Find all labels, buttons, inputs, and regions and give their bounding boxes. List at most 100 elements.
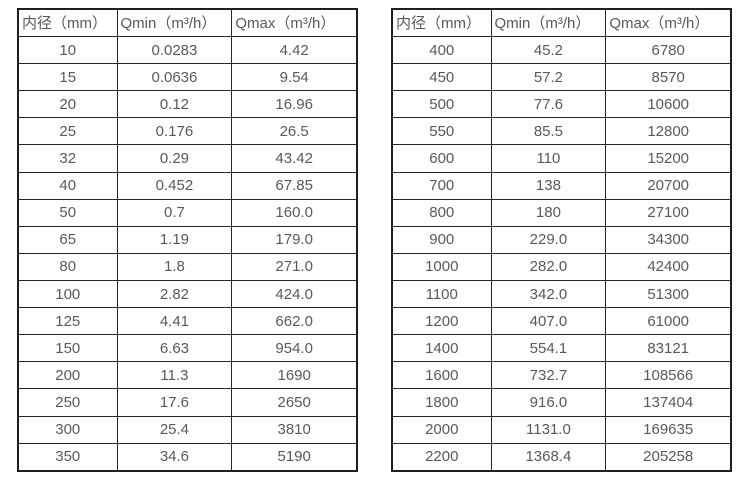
table-cell: 407.0 <box>490 307 607 336</box>
table-cell: 169635 <box>605 415 732 444</box>
table-row: 450 57.2 8570 <box>391 63 732 92</box>
table-cell: 17.6 <box>116 388 233 417</box>
table-row: 900 229.0 34300 <box>391 225 732 254</box>
table-cell: 4.42 <box>231 35 358 65</box>
table-cell: 100 <box>17 279 118 309</box>
table-cell: 229.0 <box>490 225 607 254</box>
table-cell: 282.0 <box>490 252 607 281</box>
column-header: 内径（mm） <box>17 8 118 37</box>
table-cell: 0.12 <box>116 90 233 119</box>
table-cell: 0.176 <box>116 117 233 146</box>
table-row: 10 0.0283 4.42 <box>17 35 358 65</box>
table-row: 100 2.82 424.0 <box>17 279 358 309</box>
flow-table-large-diameters: 内径（mm） Qmin（m³/h） Qmax（m³/h） 400 45.2 6780 450… <box>391 8 732 472</box>
table-cell: 179.0 <box>231 225 358 254</box>
table-cell: 25.4 <box>116 415 233 444</box>
table-cell: 554.1 <box>490 334 607 363</box>
table-row: 40 0.452 67.85 <box>17 171 358 200</box>
table-cell: 15200 <box>605 144 732 173</box>
table-cell: 1.19 <box>116 225 233 254</box>
table-cell: 205258 <box>605 442 732 472</box>
table-cell: 65 <box>17 225 118 254</box>
table-cell: 11.3 <box>116 361 233 390</box>
table-row: 150 6.63 954.0 <box>17 334 358 363</box>
table-cell: 108566 <box>605 361 732 390</box>
table-cell: 6780 <box>605 35 732 65</box>
header-row: 内径（mm） Qmin（m³/h） Qmax（m³/h） <box>17 8 358 37</box>
column-header: 内径（mm） <box>391 8 492 37</box>
table-cell: 1000 <box>391 252 492 281</box>
table-row: 550 85.5 12800 <box>391 117 732 146</box>
table-row: 80 1.8 271.0 <box>17 252 358 281</box>
table-cell: 10 <box>17 35 118 65</box>
table-cell: 32 <box>17 144 118 173</box>
table-cell: 2000 <box>391 415 492 444</box>
table-row: 1200 407.0 61000 <box>391 307 732 336</box>
table-cell: 9.54 <box>231 63 358 92</box>
table-cell: 1.8 <box>116 252 233 281</box>
table-cell: 80 <box>17 252 118 281</box>
table-row: 15 0.0636 9.54 <box>17 63 358 92</box>
table-cell: 0.0283 <box>116 35 233 65</box>
table-cell: 43.42 <box>231 144 358 173</box>
table-row: 200 11.3 1690 <box>17 361 358 390</box>
table-cell: 1368.4 <box>490 442 607 472</box>
table-cell: 250 <box>17 388 118 417</box>
table-cell: 424.0 <box>231 279 358 309</box>
table-cell: 25 <box>17 117 118 146</box>
table-cell: 1690 <box>231 361 358 390</box>
column-header: Qmax（m³/h） <box>231 8 358 37</box>
table-cell: 83121 <box>605 334 732 363</box>
column-header: Qmax（m³/h） <box>605 8 732 37</box>
table-cell: 137404 <box>605 388 732 417</box>
table-cell: 15 <box>17 63 118 92</box>
table-cell: 500 <box>391 90 492 119</box>
table-cell: 57.2 <box>490 63 607 92</box>
table-cell: 180 <box>490 198 607 227</box>
table-cell: 6.63 <box>116 334 233 363</box>
table-cell: 2.82 <box>116 279 233 309</box>
table-row: 250 17.6 2650 <box>17 388 358 417</box>
table-cell: 77.6 <box>490 90 607 119</box>
table-row: 32 0.29 43.42 <box>17 144 358 173</box>
table-cell: 700 <box>391 171 492 200</box>
table-cell: 51300 <box>605 279 732 309</box>
table-cell: 0.0636 <box>116 63 233 92</box>
table-cell: 271.0 <box>231 252 358 281</box>
table-cell: 300 <box>17 415 118 444</box>
table-row: 2000 1131.0 169635 <box>391 415 732 444</box>
column-header: Qmin（m³/h） <box>490 8 607 37</box>
table-cell: 16.96 <box>231 90 358 119</box>
table-cell: 1800 <box>391 388 492 417</box>
table-cell: 20 <box>17 90 118 119</box>
table-cell: 34300 <box>605 225 732 254</box>
table-cell: 2650 <box>231 388 358 417</box>
table-row: 500 77.6 10600 <box>391 90 732 119</box>
table-cell: 85.5 <box>490 117 607 146</box>
table-cell: 34.6 <box>116 442 233 472</box>
table-cell: 4.41 <box>116 307 233 336</box>
table-cell: 0.29 <box>116 144 233 173</box>
table-cell: 150 <box>17 334 118 363</box>
table-cell: 600 <box>391 144 492 173</box>
flow-table-small-diameters: 内径（mm） Qmin（m³/h） Qmax（m³/h） 10 0.0283 4.42 15… <box>17 8 358 472</box>
table-row: 2200 1368.4 205258 <box>391 442 732 472</box>
table-cell: 3810 <box>231 415 358 444</box>
table-row: 50 0.7 160.0 <box>17 198 358 227</box>
table-cell: 8570 <box>605 63 732 92</box>
table-cell: 1100 <box>391 279 492 309</box>
table-cell: 350 <box>17 442 118 472</box>
table-row: 65 1.19 179.0 <box>17 225 358 254</box>
table-cell: 125 <box>17 307 118 336</box>
table-cell: 732.7 <box>490 361 607 390</box>
table-row: 1400 554.1 83121 <box>391 334 732 363</box>
table-row: 800 180 27100 <box>391 198 732 227</box>
table-cell: 900 <box>391 225 492 254</box>
table-cell: 450 <box>391 63 492 92</box>
table-cell: 2200 <box>391 442 492 472</box>
table-cell: 138 <box>490 171 607 200</box>
table-cell: 160.0 <box>231 198 358 227</box>
table-cell: 662.0 <box>231 307 358 336</box>
table-row: 300 25.4 3810 <box>17 415 358 444</box>
